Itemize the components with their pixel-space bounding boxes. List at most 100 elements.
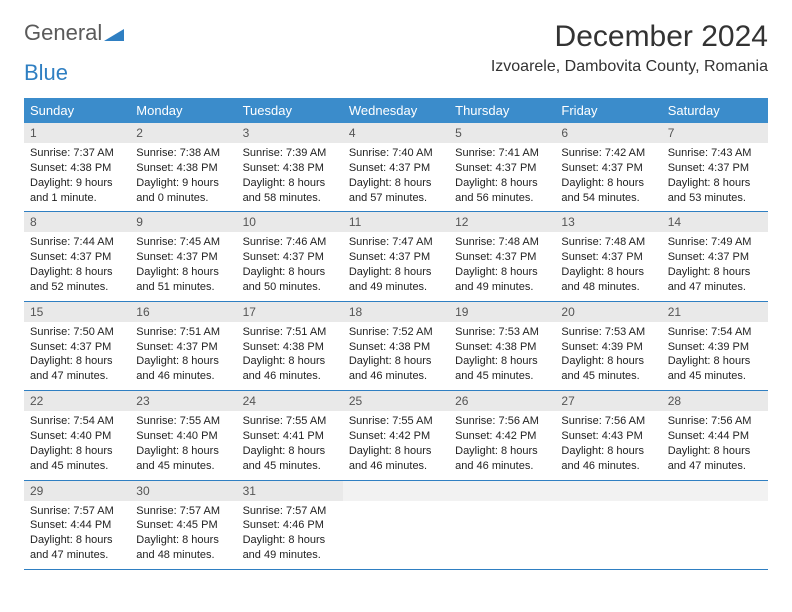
daylight-line: Daylight: 9 hours and 1 minute. (30, 176, 124, 206)
brand-triangle-icon (104, 25, 124, 41)
sunrise-line: Sunrise: 7:54 AM (30, 414, 124, 429)
weekday-header: Sunday (24, 98, 130, 123)
day-details: Sunrise: 7:40 AMSunset: 4:37 PMDaylight:… (343, 143, 449, 211)
daylight-line: Daylight: 8 hours and 58 minutes. (243, 176, 337, 206)
calendar-day-cell: 5Sunrise: 7:41 AMSunset: 4:37 PMDaylight… (449, 123, 555, 212)
daylight-line: Daylight: 8 hours and 47 minutes. (668, 265, 762, 295)
day-number: 19 (449, 302, 555, 322)
sunrise-line: Sunrise: 7:37 AM (30, 146, 124, 161)
day-number: 17 (237, 302, 343, 322)
calendar-day-cell: 21Sunrise: 7:54 AMSunset: 4:39 PMDayligh… (662, 301, 768, 390)
day-details: Sunrise: 7:53 AMSunset: 4:39 PMDaylight:… (555, 322, 661, 390)
daylight-line: Daylight: 8 hours and 46 minutes. (243, 354, 337, 384)
day-details: Sunrise: 7:43 AMSunset: 4:37 PMDaylight:… (662, 143, 768, 211)
day-number: 14 (662, 212, 768, 232)
sunset-line: Sunset: 4:44 PM (30, 518, 124, 533)
day-details: Sunrise: 7:46 AMSunset: 4:37 PMDaylight:… (237, 232, 343, 300)
day-number: 3 (237, 123, 343, 143)
calendar-day-cell: 30Sunrise: 7:57 AMSunset: 4:45 PMDayligh… (130, 480, 236, 569)
sunset-line: Sunset: 4:38 PM (243, 340, 337, 355)
day-details: Sunrise: 7:48 AMSunset: 4:37 PMDaylight:… (555, 232, 661, 300)
day-details: Sunrise: 7:55 AMSunset: 4:40 PMDaylight:… (130, 411, 236, 479)
sunset-line: Sunset: 4:40 PM (30, 429, 124, 444)
sunset-line: Sunset: 4:42 PM (455, 429, 549, 444)
daylight-line: Daylight: 8 hours and 49 minutes. (349, 265, 443, 295)
calendar-day-cell: 3Sunrise: 7:39 AMSunset: 4:38 PMDaylight… (237, 123, 343, 212)
weekday-header: Saturday (662, 98, 768, 123)
daylight-line: Daylight: 8 hours and 46 minutes. (136, 354, 230, 384)
calendar-day-cell: 24Sunrise: 7:55 AMSunset: 4:41 PMDayligh… (237, 391, 343, 480)
sunrise-line: Sunrise: 7:40 AM (349, 146, 443, 161)
calendar-day-cell: 26Sunrise: 7:56 AMSunset: 4:42 PMDayligh… (449, 391, 555, 480)
calendar-day-cell: 2Sunrise: 7:38 AMSunset: 4:38 PMDaylight… (130, 123, 236, 212)
daylight-line: Daylight: 8 hours and 46 minutes. (561, 444, 655, 474)
day-number: 25 (343, 391, 449, 411)
day-number: 4 (343, 123, 449, 143)
day-number: 5 (449, 123, 555, 143)
sunset-line: Sunset: 4:37 PM (30, 250, 124, 265)
sunrise-line: Sunrise: 7:55 AM (243, 414, 337, 429)
calendar-day-cell (343, 480, 449, 569)
daylight-line: Daylight: 8 hours and 49 minutes. (243, 533, 337, 563)
sunrise-line: Sunrise: 7:57 AM (243, 504, 337, 519)
day-details: Sunrise: 7:37 AMSunset: 4:38 PMDaylight:… (24, 143, 130, 211)
sunset-line: Sunset: 4:38 PM (455, 340, 549, 355)
day-details: Sunrise: 7:57 AMSunset: 4:45 PMDaylight:… (130, 501, 236, 569)
calendar-day-cell: 11Sunrise: 7:47 AMSunset: 4:37 PMDayligh… (343, 212, 449, 301)
sunrise-line: Sunrise: 7:44 AM (30, 235, 124, 250)
calendar-day-cell: 18Sunrise: 7:52 AMSunset: 4:38 PMDayligh… (343, 301, 449, 390)
sunrise-line: Sunrise: 7:53 AM (561, 325, 655, 340)
sunrise-line: Sunrise: 7:57 AM (136, 504, 230, 519)
day-number: 6 (555, 123, 661, 143)
calendar-day-cell (662, 480, 768, 569)
weekday-header: Friday (555, 98, 661, 123)
calendar-day-cell: 22Sunrise: 7:54 AMSunset: 4:40 PMDayligh… (24, 391, 130, 480)
day-number: 27 (555, 391, 661, 411)
weekday-header: Monday (130, 98, 236, 123)
calendar-day-cell: 6Sunrise: 7:42 AMSunset: 4:37 PMDaylight… (555, 123, 661, 212)
day-number: 7 (662, 123, 768, 143)
sunrise-line: Sunrise: 7:39 AM (243, 146, 337, 161)
calendar-day-cell: 23Sunrise: 7:55 AMSunset: 4:40 PMDayligh… (130, 391, 236, 480)
sunrise-line: Sunrise: 7:46 AM (243, 235, 337, 250)
day-number: 11 (343, 212, 449, 232)
day-details: Sunrise: 7:47 AMSunset: 4:37 PMDaylight:… (343, 232, 449, 300)
daylight-line: Daylight: 8 hours and 47 minutes. (668, 444, 762, 474)
day-details: Sunrise: 7:57 AMSunset: 4:44 PMDaylight:… (24, 501, 130, 569)
title-block: December 2024 Izvoarele, Dambovita Count… (491, 20, 768, 76)
sunset-line: Sunset: 4:41 PM (243, 429, 337, 444)
sunset-line: Sunset: 4:38 PM (349, 340, 443, 355)
day-number: 10 (237, 212, 343, 232)
calendar-day-cell: 17Sunrise: 7:51 AMSunset: 4:38 PMDayligh… (237, 301, 343, 390)
sunset-line: Sunset: 4:40 PM (136, 429, 230, 444)
calendar-day-cell: 20Sunrise: 7:53 AMSunset: 4:39 PMDayligh… (555, 301, 661, 390)
sunrise-line: Sunrise: 7:42 AM (561, 146, 655, 161)
calendar-body: 1Sunrise: 7:37 AMSunset: 4:38 PMDaylight… (24, 123, 768, 569)
calendar-day-cell: 12Sunrise: 7:48 AMSunset: 4:37 PMDayligh… (449, 212, 555, 301)
day-details: Sunrise: 7:56 AMSunset: 4:42 PMDaylight:… (449, 411, 555, 479)
brand-text-2: Blue (24, 60, 68, 85)
daylight-line: Daylight: 8 hours and 46 minutes. (349, 354, 443, 384)
day-details: Sunrise: 7:53 AMSunset: 4:38 PMDaylight:… (449, 322, 555, 390)
sunrise-line: Sunrise: 7:47 AM (349, 235, 443, 250)
sunset-line: Sunset: 4:37 PM (668, 250, 762, 265)
day-number: 18 (343, 302, 449, 322)
daylight-line: Daylight: 9 hours and 0 minutes. (136, 176, 230, 206)
calendar-day-cell: 1Sunrise: 7:37 AMSunset: 4:38 PMDaylight… (24, 123, 130, 212)
sunset-line: Sunset: 4:45 PM (136, 518, 230, 533)
sunset-line: Sunset: 4:37 PM (349, 161, 443, 176)
day-details: Sunrise: 7:50 AMSunset: 4:37 PMDaylight:… (24, 322, 130, 390)
calendar-day-cell (555, 480, 661, 569)
sunrise-line: Sunrise: 7:56 AM (668, 414, 762, 429)
sunset-line: Sunset: 4:37 PM (136, 250, 230, 265)
sunrise-line: Sunrise: 7:38 AM (136, 146, 230, 161)
daylight-line: Daylight: 8 hours and 45 minutes. (561, 354, 655, 384)
sunrise-line: Sunrise: 7:55 AM (136, 414, 230, 429)
day-number: 13 (555, 212, 661, 232)
day-number: 23 (130, 391, 236, 411)
day-number: 26 (449, 391, 555, 411)
day-details: Sunrise: 7:51 AMSunset: 4:38 PMDaylight:… (237, 322, 343, 390)
weekday-header: Thursday (449, 98, 555, 123)
sunset-line: Sunset: 4:37 PM (243, 250, 337, 265)
weekday-header: Tuesday (237, 98, 343, 123)
